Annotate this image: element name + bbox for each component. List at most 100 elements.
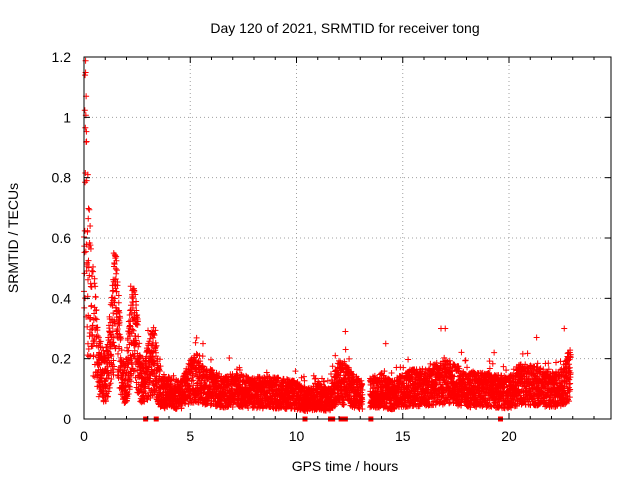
data-point (263, 369, 270, 376)
data-point (168, 380, 175, 387)
data-point (91, 310, 98, 317)
data-point (324, 377, 331, 384)
data-point (200, 363, 206, 370)
data-point (84, 323, 91, 330)
data-point (150, 357, 157, 364)
data-point (197, 358, 204, 365)
data-point (153, 342, 160, 349)
data-point (125, 383, 132, 390)
data-point (124, 360, 131, 367)
data-point (500, 363, 507, 370)
data-point (125, 347, 132, 354)
data-point (106, 384, 113, 391)
data-point (94, 333, 101, 340)
data-point (109, 369, 116, 376)
data-point (109, 302, 116, 309)
data-point (107, 380, 114, 387)
data-point (86, 206, 93, 213)
data-point (462, 357, 469, 364)
data-point (107, 319, 114, 326)
data-point (464, 364, 471, 371)
data-point (136, 340, 143, 347)
data-point (192, 339, 199, 346)
data-point (117, 335, 124, 342)
data-point (85, 264, 92, 271)
data-point (346, 355, 353, 362)
data-point (156, 373, 163, 380)
data-point (85, 215, 92, 222)
data-point (292, 368, 299, 375)
data-point (113, 288, 120, 295)
data-point (88, 284, 95, 291)
data-point (112, 320, 119, 327)
data-point (128, 310, 135, 317)
data-point (156, 356, 163, 363)
data-point (92, 315, 99, 322)
data-point (135, 333, 142, 340)
data-point (81, 107, 88, 114)
data-point (135, 343, 142, 350)
data-point (102, 398, 109, 405)
data-point (88, 267, 95, 274)
data-point (486, 358, 493, 365)
data-point (86, 272, 93, 279)
data-point (103, 382, 110, 389)
data-point (92, 294, 99, 301)
data-point (125, 328, 132, 335)
data-point (130, 327, 137, 334)
data-point (213, 369, 220, 376)
data-point (121, 377, 128, 384)
data-point (130, 368, 137, 375)
data-point (113, 304, 120, 311)
data-point (105, 370, 112, 377)
data-point (115, 292, 122, 299)
data-point (110, 310, 117, 317)
data-point (137, 353, 144, 360)
data-point (89, 322, 96, 329)
data-point (118, 347, 125, 354)
data-point (82, 179, 89, 186)
data-point (133, 307, 140, 314)
data-point (152, 339, 159, 346)
data-point (133, 312, 140, 319)
data-point (185, 401, 192, 408)
data-point (400, 364, 407, 371)
data-point (90, 352, 97, 359)
data-point (110, 357, 117, 364)
data-point (134, 312, 141, 319)
data-point (128, 371, 135, 378)
data-point (88, 302, 95, 309)
data-point (117, 315, 124, 322)
data-point (207, 400, 214, 407)
data-point (114, 279, 121, 286)
data-point (90, 263, 97, 270)
data-point (178, 405, 185, 412)
data-point (89, 331, 96, 338)
data-point (95, 360, 102, 367)
data-point (128, 378, 135, 385)
data-point (82, 124, 89, 131)
data-point (88, 343, 95, 350)
data-point (92, 283, 99, 290)
data-point (127, 323, 134, 330)
data-point (120, 367, 127, 374)
data-point (125, 318, 132, 325)
data-point (129, 326, 136, 333)
data-point (108, 376, 115, 383)
data-point (95, 393, 102, 400)
data-point (458, 349, 465, 356)
data-point (84, 276, 91, 283)
data-point (332, 352, 339, 359)
data-point (91, 275, 98, 282)
data-point (342, 346, 349, 353)
data-point (377, 371, 384, 378)
data-point (147, 375, 154, 382)
data-point (95, 334, 102, 341)
data-point (83, 177, 90, 184)
data-point (524, 350, 531, 357)
data-point (133, 337, 140, 344)
data-point (85, 257, 92, 264)
data-point (111, 261, 118, 268)
data-point (209, 367, 216, 374)
data-point (132, 291, 139, 298)
